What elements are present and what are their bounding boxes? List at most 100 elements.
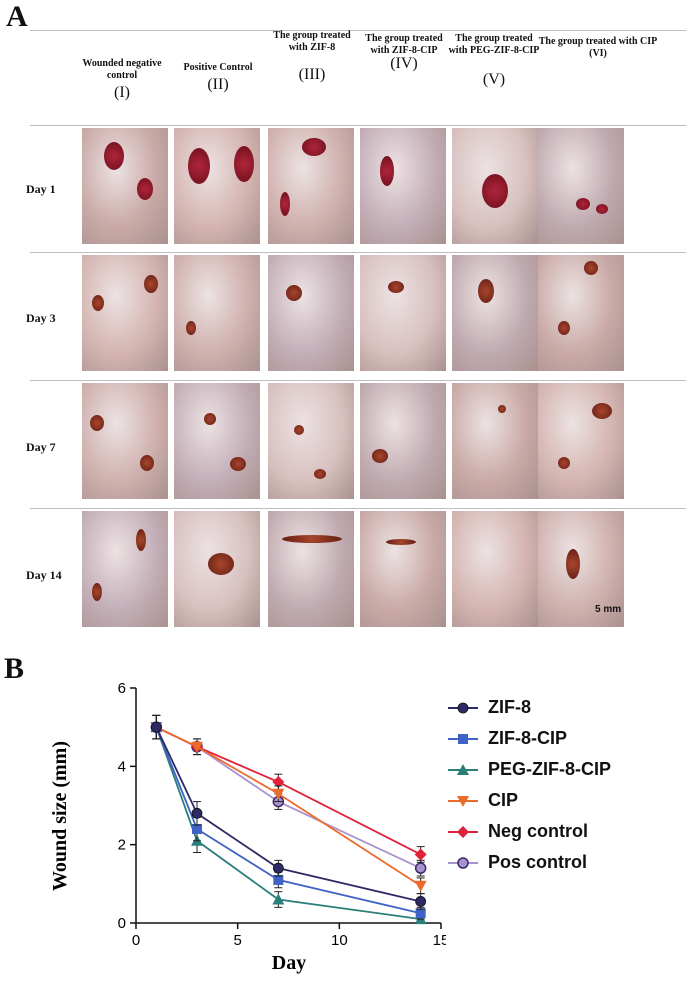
column-header-1: Wounded negative control (I) <box>76 58 168 102</box>
legend-swatch <box>448 763 478 775</box>
wound-photo <box>268 255 354 371</box>
wound-photo <box>360 128 446 244</box>
wound-spot <box>104 142 124 170</box>
series-zif-8 <box>150 714 427 910</box>
wound-spot <box>92 295 104 311</box>
data-point <box>191 741 203 753</box>
data-point <box>272 893 285 905</box>
wound-spot <box>380 156 394 186</box>
series-line <box>155 726 421 915</box>
wound-spot <box>188 148 210 184</box>
wound-photo <box>174 383 260 499</box>
legend-item: CIP <box>446 785 611 816</box>
wound-photo <box>82 511 168 627</box>
column-header-2: Positive Control (II) <box>172 62 264 94</box>
legend-label: ZIF-8 <box>488 697 531 717</box>
column-title: The group treated with ZIF-8-CIP <box>365 33 443 56</box>
wound-spot <box>558 457 570 469</box>
column-roman: (III) <box>298 66 326 83</box>
legend-swatch <box>448 825 478 838</box>
wound-spot <box>280 192 290 216</box>
series-line <box>155 726 421 920</box>
column-title: The group treated with PEG-ZIF-8-CIP <box>448 33 540 56</box>
wound-spot <box>186 321 196 335</box>
chart-legend: ZIF-8 ZIF-8-CIP PEG-ZIF-8-CIP CIP Neg contro… <box>446 692 611 878</box>
data-point <box>272 788 285 800</box>
wound-spot <box>234 146 254 182</box>
legend-item: PEG-ZIF-8-CIP <box>446 754 611 785</box>
legend-swatch <box>448 856 478 869</box>
divider-top <box>30 30 686 31</box>
x-axis-label: Day <box>272 952 306 974</box>
wound-spot <box>137 178 153 200</box>
wound-spot <box>140 455 154 471</box>
wound-spot <box>92 583 102 601</box>
x-tick-label: 0 <box>132 932 140 949</box>
series-line <box>155 726 421 903</box>
legend-item: Pos control <box>446 847 611 878</box>
legend-item: Neg control <box>446 816 611 847</box>
wound-spot <box>478 279 494 303</box>
data-point <box>414 880 427 892</box>
wound-spot <box>482 174 508 208</box>
column-header-4: The group treated with ZIF-8-CIP (IV) <box>358 33 450 73</box>
column-roman: (IV) <box>390 55 418 72</box>
wound-spot <box>576 198 590 210</box>
y-tick-label: 0 <box>118 915 126 932</box>
wound-spot <box>314 469 326 479</box>
data-point <box>457 795 469 807</box>
y-tick-label: 6 <box>118 680 126 697</box>
wound-spot <box>302 138 326 156</box>
data-point <box>273 874 284 885</box>
wound-photo <box>538 128 624 244</box>
y-tick-label: 4 <box>118 758 126 775</box>
data-point <box>272 862 284 874</box>
wound-spot <box>286 285 302 301</box>
chart-series <box>150 714 427 925</box>
legend-item: ZIF-8-CIP <box>446 723 611 754</box>
x-tick-label: 5 <box>233 932 241 949</box>
data-point <box>457 702 469 713</box>
series-line <box>155 726 422 887</box>
wound-photo <box>452 511 538 627</box>
column-roman: (V) <box>482 71 506 88</box>
data-point <box>458 733 468 744</box>
series-cip <box>150 714 427 895</box>
legend-item: ZIF-8 <box>446 692 611 723</box>
row-label-day-3: Day 3 <box>26 311 56 325</box>
wound-spot <box>558 321 570 335</box>
divider-row-1 <box>30 252 686 253</box>
data-point <box>414 848 427 861</box>
series-pos-control <box>150 714 427 877</box>
row-label-day-7: Day 7 <box>26 440 56 454</box>
wound-spot <box>204 413 216 425</box>
column-title: Positive Control <box>183 62 253 73</box>
divider-row-3 <box>30 508 686 509</box>
column-header-6: The group treated with CIP (VI) <box>538 36 658 60</box>
series-neg-control <box>150 714 427 863</box>
wound-photo <box>360 383 446 499</box>
scale-bar-label: 5 mm <box>595 604 622 615</box>
data-point <box>150 721 162 733</box>
column-title: The group treated with CIP (VI) <box>538 36 658 59</box>
y-axis-label: Wound size (mm) <box>49 741 71 891</box>
row-label-day-14: Day 14 <box>26 568 62 582</box>
wound-spot <box>386 539 416 545</box>
wound-spot <box>592 403 612 419</box>
y-tick-label: 2 <box>118 837 126 854</box>
wound-photo <box>452 383 538 499</box>
wound-photo <box>174 511 260 627</box>
wound-photo <box>268 511 354 627</box>
x-tick-label: 10 <box>331 932 348 949</box>
divider-row-2 <box>30 380 686 381</box>
panel-a-label: A <box>6 0 28 33</box>
wound-spot <box>388 281 404 293</box>
wound-spot <box>372 449 388 463</box>
wound-photo <box>360 511 446 627</box>
chart-axes: 0 5 10 15 0 2 4 6 <box>118 680 446 949</box>
wound-photo <box>82 383 168 499</box>
x-tick-label: 15 <box>433 932 446 949</box>
divider-header <box>30 125 686 126</box>
wound-photo <box>174 255 260 371</box>
data-point <box>192 824 202 834</box>
